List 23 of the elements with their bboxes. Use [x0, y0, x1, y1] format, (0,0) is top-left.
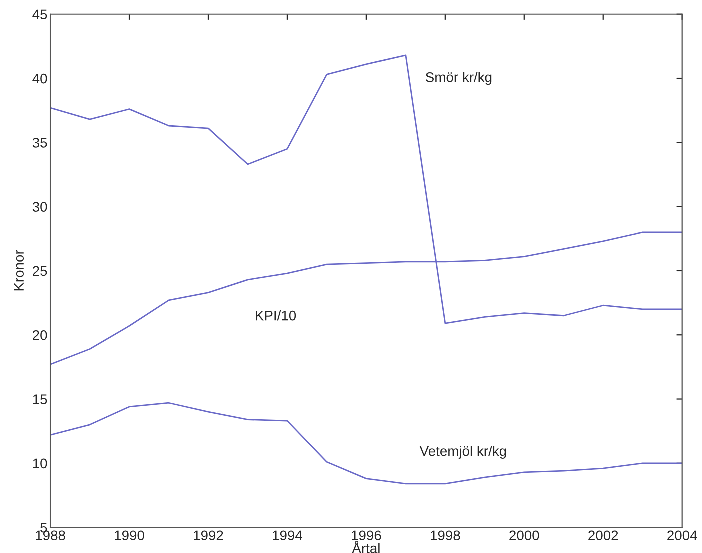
- y-tick-label: 20: [33, 330, 48, 340]
- x-tick-label: 1988: [36, 530, 66, 541]
- x-tick-label: 2000: [510, 530, 540, 541]
- y-tick-label: 10: [33, 458, 48, 469]
- line-series: [50, 402, 682, 485]
- y-tick-label: 40: [32, 74, 48, 84]
- x-axis-title: Årtal: [352, 541, 380, 553]
- y-tick-label: 45: [32, 10, 48, 20]
- x-tick-label: 1996: [352, 530, 382, 541]
- x-tick-label: 2004: [668, 530, 698, 541]
- x-tick-label: 1998: [431, 530, 460, 541]
- y-axis-title: Kronor: [14, 250, 24, 291]
- series-label: Vetemjöl kr/kg: [420, 446, 506, 459]
- y-tick-label: 25: [33, 266, 48, 276]
- x-tick-label: 2002: [588, 530, 618, 541]
- series-label: Smör kr/kg: [426, 72, 492, 86]
- y-tick-label: 15: [33, 394, 48, 404]
- x-tick-label: 1990: [115, 530, 144, 541]
- text: KPI/10: [256, 310, 296, 321]
- y-tick-label: 35: [32, 138, 48, 148]
- y-tick-label: 30: [32, 202, 48, 212]
- x-tick-label: 1992: [194, 530, 224, 541]
- x-tick-label: 1994: [273, 530, 303, 541]
